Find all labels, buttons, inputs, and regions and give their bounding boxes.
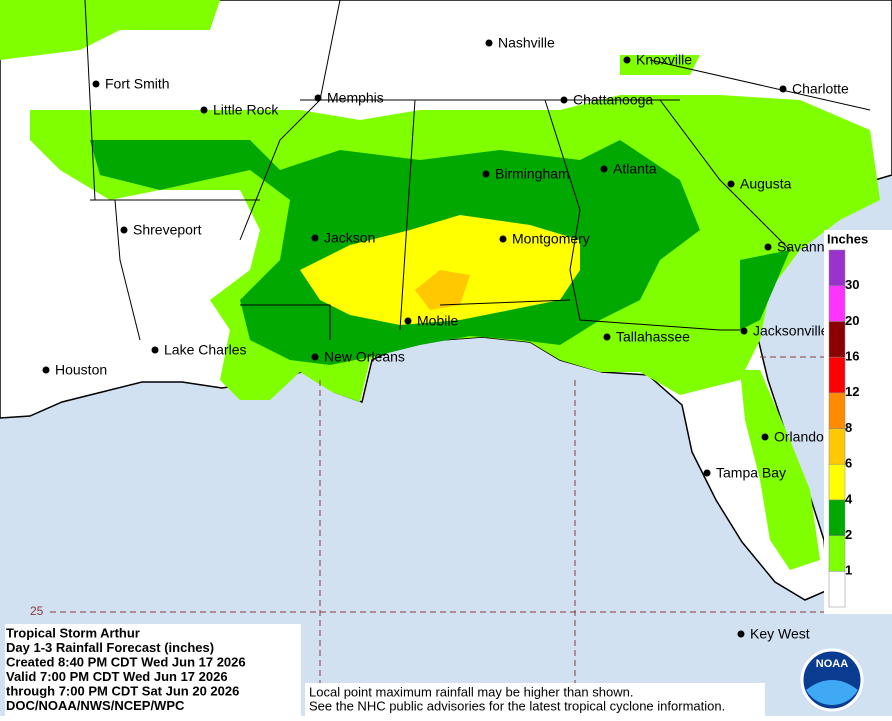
- rain-light: [740, 370, 820, 570]
- info-line: Valid 7:00 PM CDT Wed Jun 17 2026: [6, 669, 228, 684]
- legend-label: 30: [845, 277, 859, 292]
- info-line: Tropical Storm Arthur: [6, 625, 140, 640]
- city-label: Key West: [750, 626, 810, 642]
- disclaimer-line: See the NHC public advisories for the la…: [309, 698, 725, 713]
- city-label: Tampa Bay: [716, 465, 786, 481]
- city-label: Jacksonville: [753, 323, 829, 339]
- state-borders: [84, 0, 871, 341]
- legend-swatch: [828, 321, 846, 358]
- noaa-logo-text: NOAA: [816, 658, 848, 670]
- legend-label: 12: [845, 384, 859, 399]
- disclaimer-line: Local point maximum rainfall may be high…: [309, 684, 633, 699]
- legend-label: 4: [845, 491, 853, 506]
- city-label: Birmingham: [495, 166, 570, 182]
- rain-moderate: [740, 250, 790, 330]
- legend-swatch: [828, 463, 846, 501]
- city-dot: [311, 234, 319, 242]
- legend-swatch: [828, 249, 846, 286]
- city-dot: [42, 366, 50, 374]
- city-dot: [314, 94, 322, 102]
- legend-label: 6: [845, 456, 852, 471]
- city-dot: [92, 80, 100, 88]
- rain-light: [0, 0, 220, 60]
- legend-swatch: [828, 356, 846, 394]
- city-label: Augusta: [740, 176, 792, 192]
- city-label: Orlando: [774, 429, 824, 445]
- info-box: [5, 624, 301, 716]
- latitude-label: 25: [30, 604, 44, 618]
- city-dot: [482, 170, 490, 178]
- city-label: Chattanooga: [573, 92, 653, 108]
- city-label: Tallahassee: [616, 329, 690, 345]
- city-dot: [600, 165, 608, 173]
- city-label: Atlanta: [613, 161, 657, 177]
- city-label: Nashville: [498, 35, 555, 51]
- noaa-logo-wave: [806, 680, 858, 706]
- city-dot: [779, 85, 787, 93]
- legend-swatch: [828, 535, 846, 572]
- rain-heavier: [415, 270, 470, 310]
- city-dot: [703, 469, 711, 477]
- info-line: DOC/NOAA/NWS/NCEP/WPC: [6, 698, 185, 713]
- city-dot: [151, 346, 159, 354]
- city-dot: [311, 353, 319, 361]
- city-dot: [764, 243, 772, 251]
- legend-swatch: [828, 571, 846, 608]
- city-dot: [737, 630, 745, 638]
- rain-light: [620, 55, 700, 75]
- city-dot: [727, 180, 735, 188]
- legend-label: 8: [845, 420, 852, 435]
- city-label: Shreveport: [133, 222, 202, 238]
- city-label: Knoxville: [636, 52, 692, 68]
- legend-label: 2: [845, 527, 852, 542]
- legend-swatch: [828, 499, 846, 536]
- city-label: Memphis: [327, 90, 384, 106]
- city-label: New Orleans: [324, 349, 405, 365]
- lat-lon-lines: [50, 356, 830, 716]
- legend-swatch: [828, 428, 846, 465]
- city-label: Little Rock: [213, 102, 279, 118]
- legend-label: 1: [845, 563, 852, 578]
- city-label: Lake Charles: [164, 342, 247, 358]
- city-dot: [560, 96, 568, 104]
- info-line: Day 1-3 Rainfall Forecast (inches): [6, 640, 214, 655]
- disclaimer: Local point maximum rainfall may be high…: [309, 684, 725, 713]
- cities: Nashville Knoxville Fort Smith Charlotte Lit…: [42, 35, 849, 642]
- city-label: Fort Smith: [105, 76, 170, 92]
- city-dot: [603, 333, 611, 341]
- legend-label: 20: [845, 313, 859, 328]
- city-dot: [623, 56, 631, 64]
- city-dot: [485, 39, 493, 47]
- city-label: Montgomery: [512, 231, 590, 247]
- info-line: Created 8:40 PM CDT Wed Jun 17 2026: [6, 654, 246, 669]
- legend-title: Inches: [827, 231, 868, 246]
- city-dot: [200, 106, 208, 114]
- city-dot: [404, 317, 412, 325]
- legend-swatch: [828, 285, 846, 322]
- city-label: Jackson: [324, 230, 375, 246]
- city-label: Houston: [55, 362, 107, 378]
- city-dot: [761, 433, 769, 441]
- city-dot: [740, 327, 748, 335]
- city-label: Mobile: [417, 313, 458, 329]
- city-label: Charlotte: [792, 81, 849, 97]
- city-dot: [120, 226, 128, 234]
- legend-swatch: [828, 392, 846, 429]
- info-line: through 7:00 PM CDT Sat Jun 20 2026: [6, 683, 239, 698]
- legend-label: 16: [845, 349, 859, 364]
- disclaimer-box: [305, 683, 765, 716]
- city-dot: [499, 235, 507, 243]
